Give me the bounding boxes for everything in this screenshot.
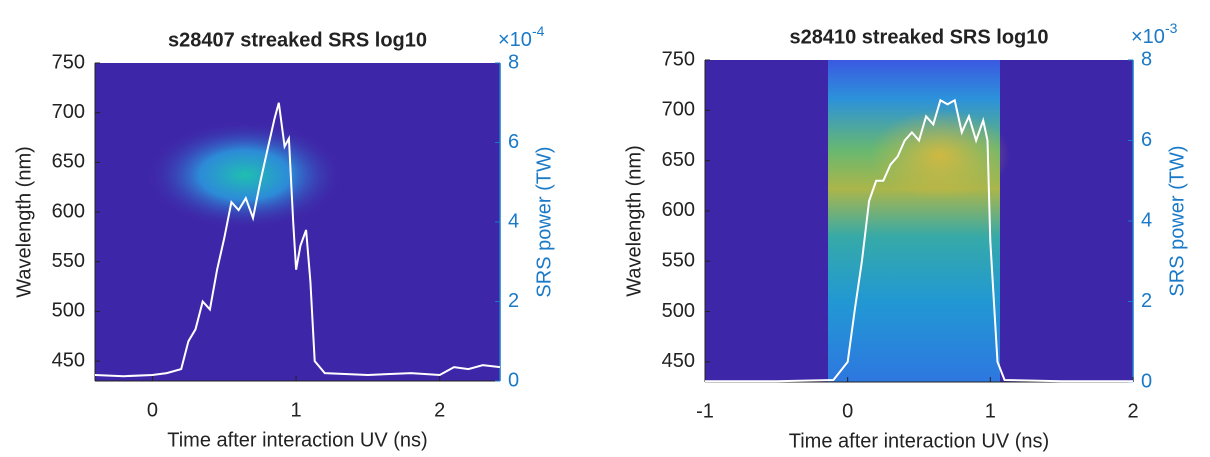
x-tick-label: 2	[1127, 400, 1138, 422]
x-tick-label: 2	[434, 399, 445, 421]
chart-title: s28407 streaked SRS log10	[168, 29, 427, 51]
y-tick-label: 500	[52, 300, 85, 322]
y2-tick-label: 8	[1141, 48, 1152, 70]
y2-tick-label: 0	[508, 369, 519, 391]
y-tick-label: 650	[662, 149, 695, 171]
y2-multiplier-exponent: -3	[1165, 20, 1178, 36]
x-tick-label: 0	[147, 399, 158, 421]
y2-axis-label: SRS power (TW)	[533, 146, 555, 297]
y2-tick-label: 0	[1141, 370, 1152, 392]
y2-tick-label: 4	[1141, 209, 1152, 231]
y2-multiplier-base: ×10	[1131, 26, 1165, 48]
heatmap-left	[95, 63, 500, 381]
y-tick-label: 700	[662, 99, 695, 121]
x-tick-label: -1	[696, 400, 714, 422]
y2-tick-label: 6	[508, 131, 519, 153]
srs-power-line	[705, 98, 1133, 383]
srs-power-line	[94, 102, 501, 378]
y2-tick-label: 6	[1141, 129, 1152, 151]
y-tick-label: 650	[52, 151, 85, 173]
y2-multiplier: ×10-4	[498, 23, 545, 52]
x-tick-label: 0	[842, 400, 853, 422]
y2-tick-label: 4	[508, 210, 519, 232]
y-tick-label: 750	[662, 48, 695, 70]
y2-multiplier: ×10-3	[1131, 20, 1178, 49]
y-tick-label: 600	[662, 199, 695, 221]
x-axis-label: Time after interaction UV (ns)	[789, 430, 1049, 452]
y-tick-label: 750	[52, 51, 85, 73]
y2-multiplier-exponent: -4	[532, 23, 545, 39]
y-axis-label: Wavelength (nm)	[623, 145, 645, 297]
x-tick-label: 1	[291, 399, 302, 421]
y-tick-label: 450	[52, 349, 85, 371]
heatmap-right	[705, 60, 1133, 382]
y-tick-label: 550	[662, 250, 695, 272]
x-tick-label: 1	[985, 400, 996, 422]
y-axis-label: Wavelength (nm)	[13, 146, 35, 298]
chart-title: s28410 streaked SRS log10	[789, 26, 1048, 48]
y-tick-label: 500	[662, 300, 695, 322]
y2-tick-label: 8	[508, 51, 519, 73]
y-tick-label: 700	[52, 101, 85, 123]
y-tick-label: 450	[662, 350, 695, 372]
y-tick-label: 550	[52, 250, 85, 272]
y2-tick-label: 2	[1141, 290, 1152, 312]
y2-tick-label: 2	[508, 290, 519, 312]
y2-multiplier-base: ×10	[498, 29, 532, 51]
y2-axis-label: SRS power (TW)	[1166, 145, 1188, 296]
y-tick-label: 600	[52, 200, 85, 222]
x-axis-label: Time after interaction UV (ns)	[167, 429, 427, 451]
